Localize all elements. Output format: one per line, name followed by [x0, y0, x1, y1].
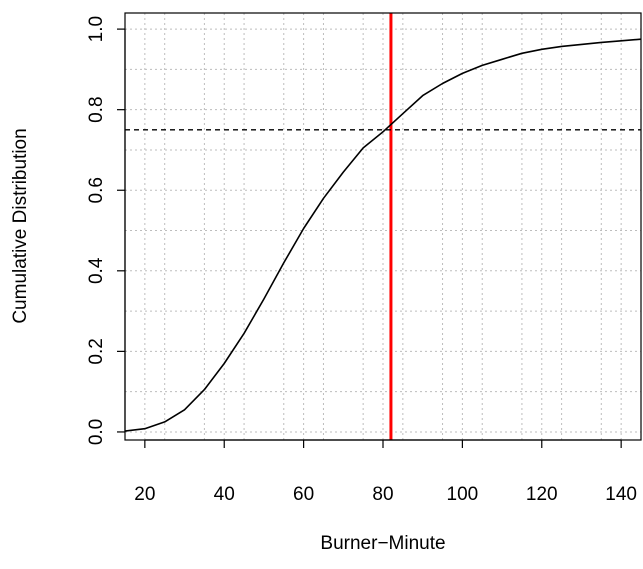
y-tick-label: 1.0 [86, 16, 107, 42]
x-tick-label: 140 [605, 484, 637, 505]
x-tick-label: 100 [447, 484, 479, 505]
y-axis-title: Cumulative Distribution [10, 128, 31, 323]
y-tick-label: 0.8 [86, 96, 107, 122]
y-tick-label: 0.6 [86, 177, 107, 203]
x-tick-label: 20 [134, 484, 155, 505]
cdf-line-0 [124, 38, 642, 432]
x-axis-title: Burner−Minute [320, 533, 445, 554]
plot-frame [124, 12, 642, 441]
y-tick-label: 0.0 [86, 419, 107, 445]
x-tick-label: 40 [214, 484, 235, 505]
reference-lines [125, 13, 641, 440]
x-tick-label: 120 [526, 484, 558, 505]
grid-lines [125, 13, 641, 440]
y-tick-label: 0.4 [86, 257, 107, 284]
x-axis: 20 40 60 80 100 120 140 [134, 439, 637, 505]
y-axis: 0.0 0.2 0.4 0.6 0.8 1.0 [86, 16, 126, 445]
x-tick-label: 60 [293, 484, 314, 505]
y-tick-label: 0.2 [86, 338, 107, 364]
series-lines [124, 38, 642, 432]
x-tick-label: 80 [372, 484, 393, 505]
